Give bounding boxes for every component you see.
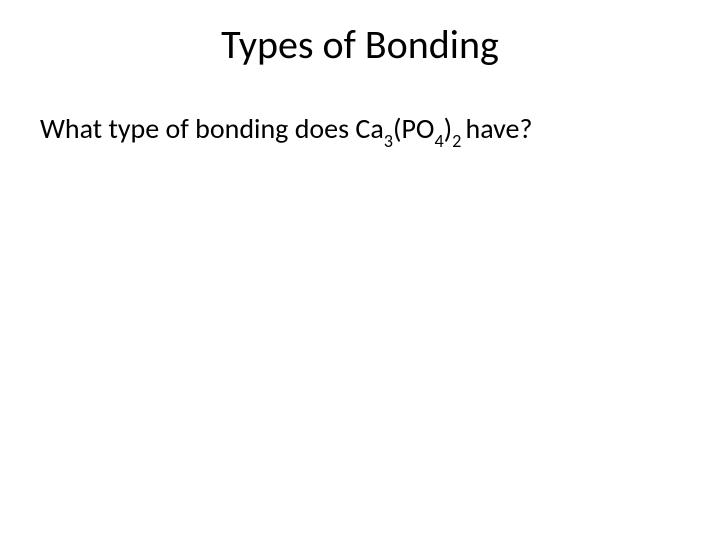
subscript-3: 2 (452, 130, 465, 152)
slide-question: What type of bonding does Ca3(PO4)2 have… (40, 112, 680, 150)
question-text-mid1: (PO (393, 111, 435, 146)
subscript-1: 3 (384, 130, 393, 152)
subscript-2: 4 (434, 130, 443, 152)
slide-container: Types of Bonding What type of bonding do… (0, 0, 720, 540)
question-text-mid2: ) (444, 111, 453, 146)
question-text-suffix: have? (466, 111, 533, 146)
slide-title: Types of Bonding (0, 20, 720, 69)
question-text-prefix: What type of bonding does Ca (40, 111, 384, 146)
